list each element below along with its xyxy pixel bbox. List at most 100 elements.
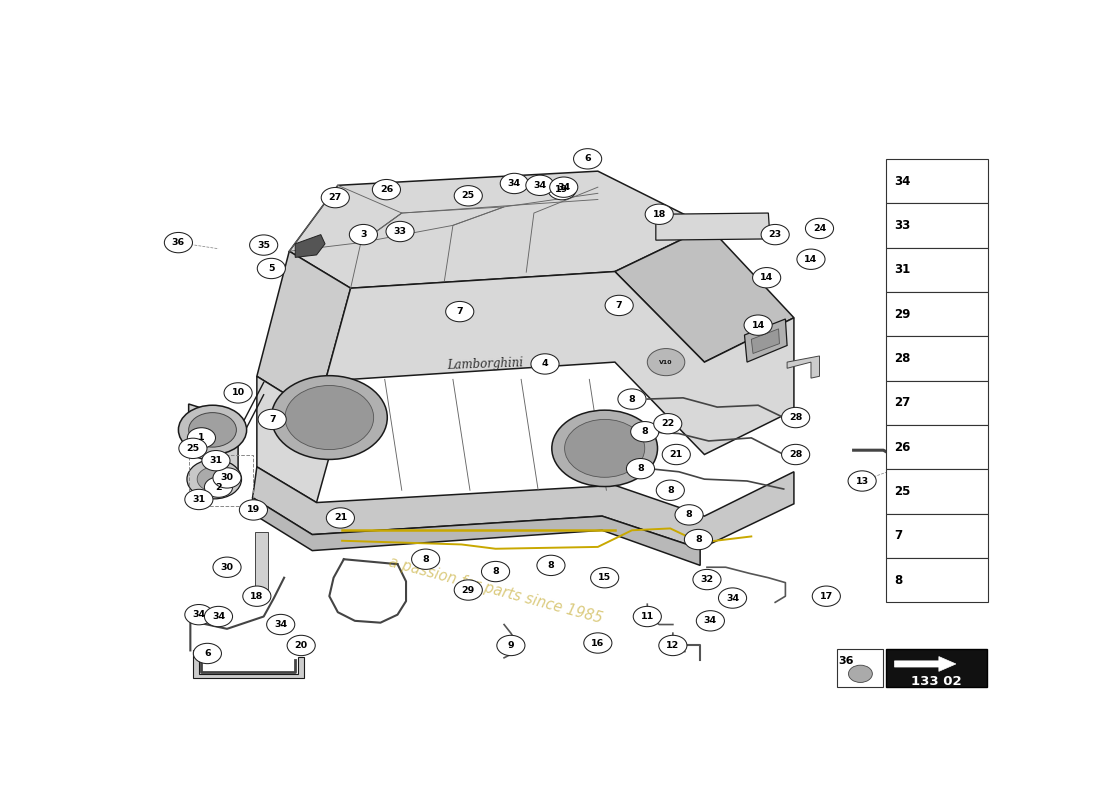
Polygon shape [257, 251, 351, 414]
Circle shape [659, 635, 686, 656]
Circle shape [274, 622, 287, 632]
Bar [886, 336, 988, 381]
Circle shape [662, 444, 691, 465]
Text: 8: 8 [637, 464, 644, 473]
Polygon shape [751, 329, 780, 354]
Text: 8: 8 [641, 427, 648, 436]
Text: 32: 32 [701, 575, 714, 584]
Circle shape [446, 302, 474, 322]
Text: 16: 16 [591, 638, 605, 647]
Circle shape [205, 477, 232, 498]
Circle shape [211, 614, 226, 623]
Text: 34: 34 [192, 610, 206, 619]
Text: 8: 8 [695, 535, 702, 544]
Text: 18: 18 [250, 592, 264, 601]
Text: 21: 21 [333, 514, 346, 522]
Circle shape [454, 186, 482, 206]
Polygon shape [745, 319, 788, 362]
Text: 21: 21 [670, 450, 683, 459]
Circle shape [185, 490, 213, 510]
Circle shape [646, 204, 673, 225]
Text: 13: 13 [856, 477, 869, 486]
Text: 17: 17 [820, 592, 833, 601]
Text: 8: 8 [422, 554, 429, 564]
Circle shape [605, 295, 634, 316]
Circle shape [482, 562, 509, 582]
Text: 9: 9 [507, 641, 514, 650]
Circle shape [782, 444, 810, 465]
Circle shape [213, 468, 241, 488]
Text: 22: 22 [661, 419, 674, 428]
Circle shape [250, 235, 277, 255]
Text: 2: 2 [216, 482, 222, 492]
Circle shape [564, 419, 645, 478]
Text: 7: 7 [616, 301, 623, 310]
Text: 8: 8 [667, 486, 673, 494]
Text: 8: 8 [628, 394, 636, 403]
Circle shape [693, 570, 720, 590]
Text: 8: 8 [492, 567, 499, 576]
Circle shape [584, 633, 612, 653]
Text: 27: 27 [329, 193, 342, 202]
Circle shape [812, 586, 840, 606]
Circle shape [257, 258, 285, 278]
Circle shape [626, 458, 654, 479]
Text: 31: 31 [894, 263, 911, 276]
Circle shape [537, 555, 565, 575]
Circle shape [726, 595, 739, 605]
Circle shape [573, 149, 602, 169]
Text: Lamborghini: Lamborghini [447, 356, 524, 372]
Circle shape [657, 480, 684, 501]
Bar [255, 531, 268, 596]
Text: 26: 26 [379, 185, 393, 194]
Circle shape [557, 186, 571, 197]
Text: 23: 23 [769, 230, 782, 239]
Circle shape [848, 471, 877, 491]
Circle shape [258, 410, 286, 430]
Circle shape [696, 610, 725, 631]
Bar [836, 649, 883, 687]
Circle shape [531, 354, 559, 374]
Bar [886, 292, 988, 336]
Circle shape [500, 174, 528, 194]
Circle shape [240, 500, 267, 520]
Circle shape [224, 382, 252, 403]
Text: 7: 7 [894, 530, 903, 542]
Circle shape [213, 557, 241, 578]
Text: 30: 30 [220, 562, 233, 572]
Polygon shape [656, 213, 770, 240]
Polygon shape [295, 234, 326, 258]
Text: 14: 14 [760, 274, 773, 282]
Text: 35: 35 [257, 241, 271, 250]
Text: 8: 8 [548, 561, 554, 570]
Circle shape [350, 225, 377, 245]
Text: 31: 31 [192, 495, 206, 504]
Circle shape [552, 410, 658, 486]
Circle shape [647, 349, 685, 376]
Text: 4: 4 [541, 359, 548, 369]
Circle shape [485, 564, 506, 579]
Polygon shape [253, 498, 700, 566]
Circle shape [679, 507, 700, 522]
Circle shape [630, 422, 659, 442]
Text: 14: 14 [804, 254, 817, 264]
Polygon shape [189, 404, 238, 470]
Circle shape [660, 483, 681, 498]
Circle shape [684, 530, 713, 550]
Circle shape [761, 225, 789, 245]
Text: 25: 25 [186, 444, 199, 453]
Circle shape [187, 459, 242, 499]
Circle shape [179, 438, 207, 458]
Text: 26: 26 [894, 441, 911, 454]
Circle shape [272, 376, 387, 459]
Text: 34: 34 [534, 181, 547, 190]
Text: 10: 10 [231, 389, 244, 398]
Text: 28: 28 [789, 413, 802, 422]
Circle shape [704, 618, 717, 628]
Circle shape [164, 233, 192, 253]
Text: 36: 36 [838, 657, 854, 666]
Circle shape [805, 218, 834, 238]
Circle shape [634, 606, 661, 626]
Text: 19: 19 [246, 506, 260, 514]
Text: 29: 29 [894, 307, 911, 321]
